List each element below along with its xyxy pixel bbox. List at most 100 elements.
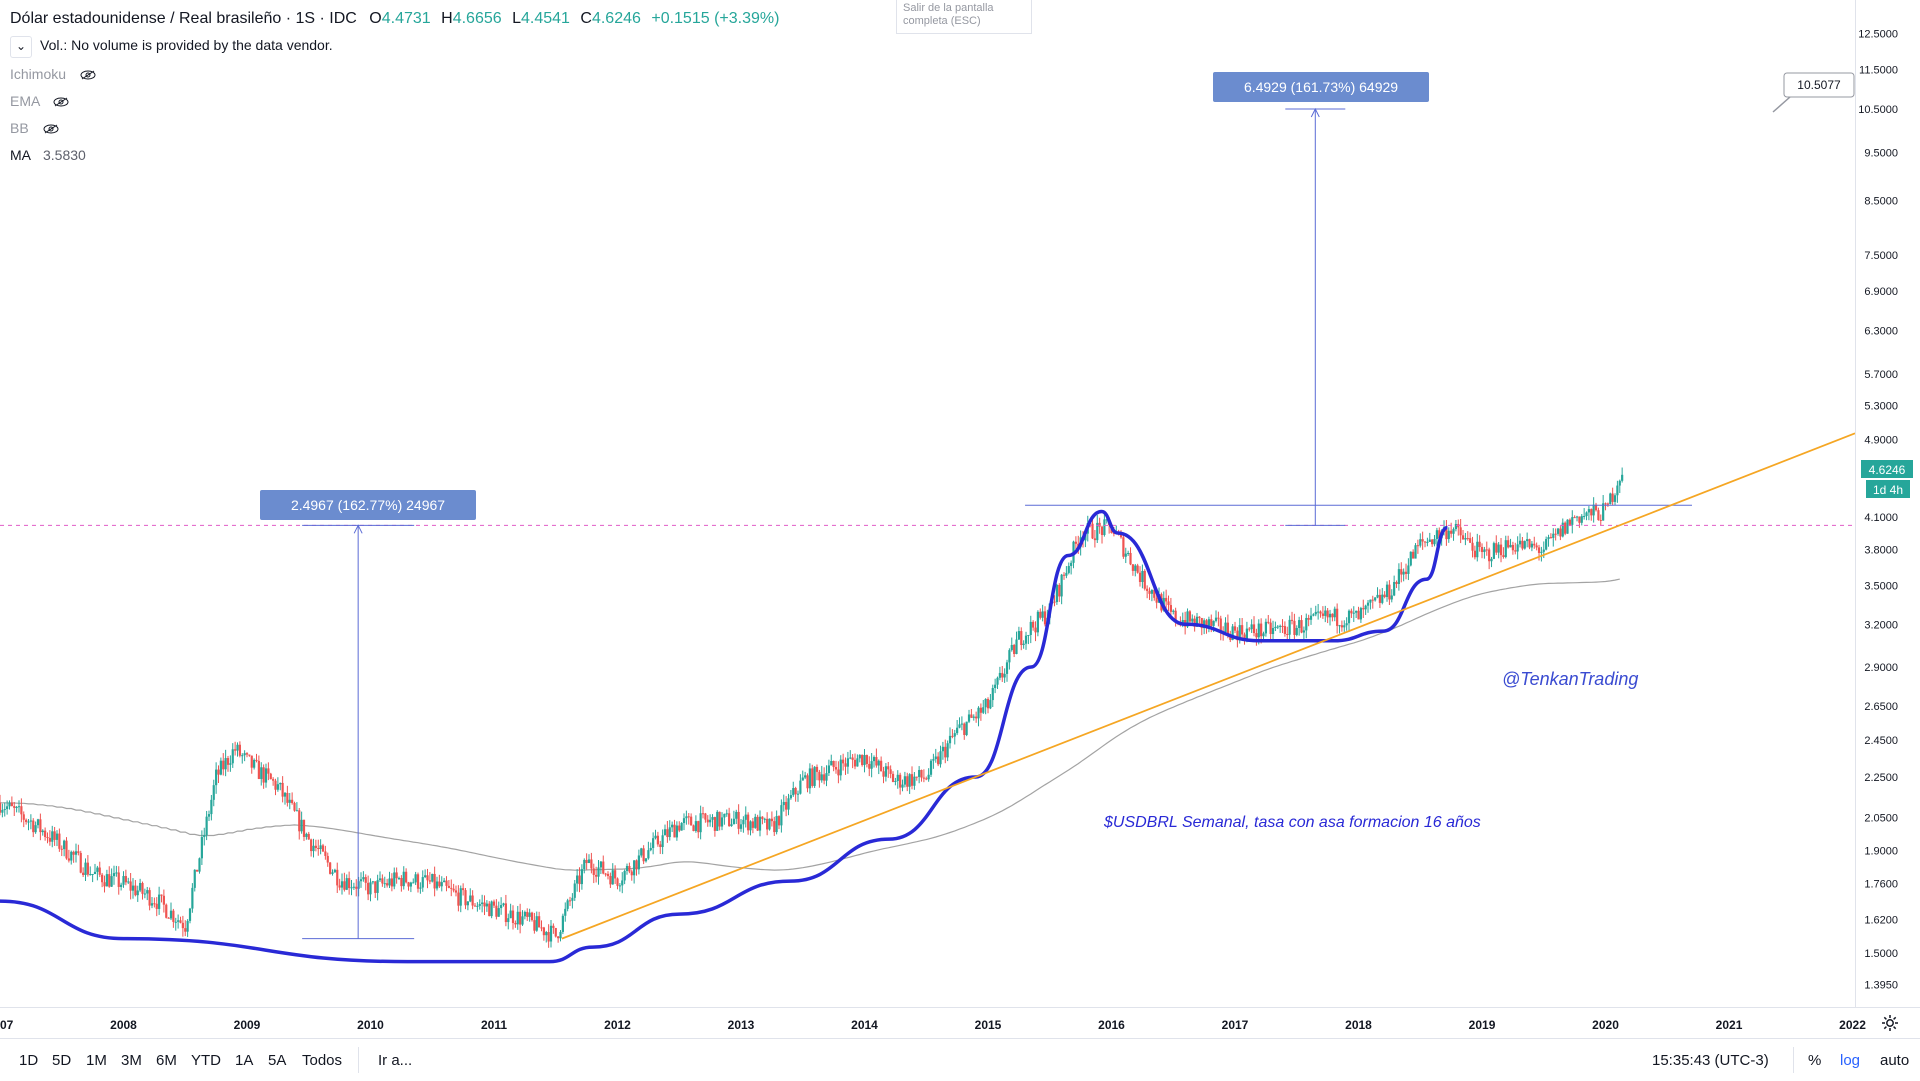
candle xyxy=(447,880,450,889)
candle xyxy=(1143,569,1146,591)
candle xyxy=(792,781,795,797)
candle xyxy=(647,841,650,860)
target-callout-label: 10.5077 xyxy=(1797,78,1841,92)
hidden-eye-icon[interactable] xyxy=(43,124,59,134)
timeframe-5a[interactable]: 5A xyxy=(268,1052,287,1069)
price-tick-label: 1.7600 xyxy=(1864,879,1898,891)
candle xyxy=(1511,541,1514,555)
log-scale-toggle[interactable]: log xyxy=(1840,1052,1861,1069)
candle xyxy=(1549,533,1552,539)
auto-scale-toggle[interactable]: auto xyxy=(1880,1052,1910,1069)
candle xyxy=(744,806,747,828)
candle xyxy=(1096,514,1099,543)
timeframe-1m[interactable]: 1M xyxy=(86,1052,107,1069)
candle xyxy=(250,755,253,774)
candle xyxy=(452,883,455,893)
candle xyxy=(1516,536,1519,560)
measure-box-right[interactable]: 6.4929 (161.73%) 64929 xyxy=(1213,72,1429,102)
candle xyxy=(675,821,678,841)
candle xyxy=(1490,556,1493,568)
candle xyxy=(530,911,534,922)
exit-fullscreen-hint[interactable]: Salir de la pantalla completa (ESC) xyxy=(896,0,1032,34)
timeframe-all[interactable]: Todos xyxy=(302,1052,343,1069)
candle xyxy=(217,765,220,784)
candle xyxy=(699,805,702,840)
candle xyxy=(1060,573,1063,605)
candle xyxy=(307,831,310,840)
candle xyxy=(1067,562,1070,575)
candle xyxy=(466,901,469,911)
candle xyxy=(929,758,933,778)
candle xyxy=(402,866,405,890)
candle xyxy=(63,839,66,857)
candle xyxy=(618,883,621,892)
candle xyxy=(739,819,743,832)
candle xyxy=(811,764,814,788)
bb-legend[interactable]: BB xyxy=(10,120,59,136)
ema-legend[interactable]: EMA xyxy=(10,93,69,109)
ma-legend[interactable]: MA 3.5830 xyxy=(10,147,86,163)
candle xyxy=(407,881,410,891)
bottom-toolbar: 1D 5D 1M 3M 6M YTD 1A 5A Todos Ir a... 1… xyxy=(0,1038,1920,1081)
cup-curve[interactable] xyxy=(0,509,1449,964)
candle xyxy=(1414,543,1417,559)
timeframe-ytd[interactable]: YTD xyxy=(191,1052,221,1069)
candlestick-series xyxy=(0,467,1624,948)
candle xyxy=(659,840,662,854)
candle xyxy=(0,794,2,816)
candle xyxy=(1409,551,1412,567)
candle xyxy=(188,907,192,924)
candle xyxy=(457,885,460,912)
measure-box-left[interactable]: 2.4967 (162.77%) 24967 xyxy=(260,490,476,520)
percent-scale-toggle[interactable]: % xyxy=(1808,1052,1822,1069)
candle xyxy=(146,886,149,901)
timeframe-1d[interactable]: 1D xyxy=(19,1052,39,1069)
candle xyxy=(694,815,697,833)
candle xyxy=(956,720,959,736)
candle xyxy=(1499,538,1503,563)
candle xyxy=(1340,620,1343,632)
candle xyxy=(139,878,142,893)
symbol-title[interactable]: Dólar estadounidense / Real brasileño · … xyxy=(10,10,357,27)
candle xyxy=(777,815,781,830)
candle xyxy=(533,912,536,934)
candle xyxy=(376,874,379,901)
trend-line[interactable] xyxy=(561,432,1856,940)
timeframe-6m[interactable]: 6M xyxy=(156,1052,177,1069)
close-label: C xyxy=(580,10,592,27)
timeframe-3m[interactable]: 3M xyxy=(121,1052,142,1069)
candle xyxy=(846,751,849,774)
goto-date-button[interactable]: Ir a... xyxy=(378,1052,413,1069)
price-tick-label: 1.3950 xyxy=(1864,979,1898,991)
candle xyxy=(1328,609,1332,626)
candle xyxy=(1020,627,1023,651)
candle xyxy=(927,768,930,782)
candle xyxy=(48,830,51,846)
target-callout[interactable]: 10.5077 xyxy=(1772,72,1855,113)
candle xyxy=(863,748,866,773)
candle xyxy=(1483,546,1486,559)
settings-gear-icon[interactable] xyxy=(1880,1013,1900,1033)
candle xyxy=(642,845,645,865)
candle xyxy=(944,739,947,764)
candle xyxy=(580,864,583,890)
candle xyxy=(293,801,296,812)
candle xyxy=(554,927,557,938)
candle xyxy=(785,796,788,817)
candle xyxy=(718,811,721,831)
candle xyxy=(492,899,496,909)
hidden-eye-icon[interactable] xyxy=(53,97,69,107)
candle xyxy=(1264,618,1267,637)
clock-display[interactable]: 15:35:43 (UTC-3) xyxy=(1652,1052,1769,1069)
candle xyxy=(640,847,643,858)
ichimoku-legend[interactable]: Ichimoku xyxy=(10,66,96,82)
candle xyxy=(355,879,358,897)
candle xyxy=(1514,542,1517,555)
timeframe-1a[interactable]: 1A xyxy=(235,1052,254,1069)
collapse-legend-button[interactable]: ⌄ xyxy=(10,36,32,58)
timeframe-5d[interactable]: 5D xyxy=(52,1052,72,1069)
hidden-eye-icon[interactable] xyxy=(80,70,96,80)
candle xyxy=(445,876,448,892)
candle xyxy=(98,861,101,878)
